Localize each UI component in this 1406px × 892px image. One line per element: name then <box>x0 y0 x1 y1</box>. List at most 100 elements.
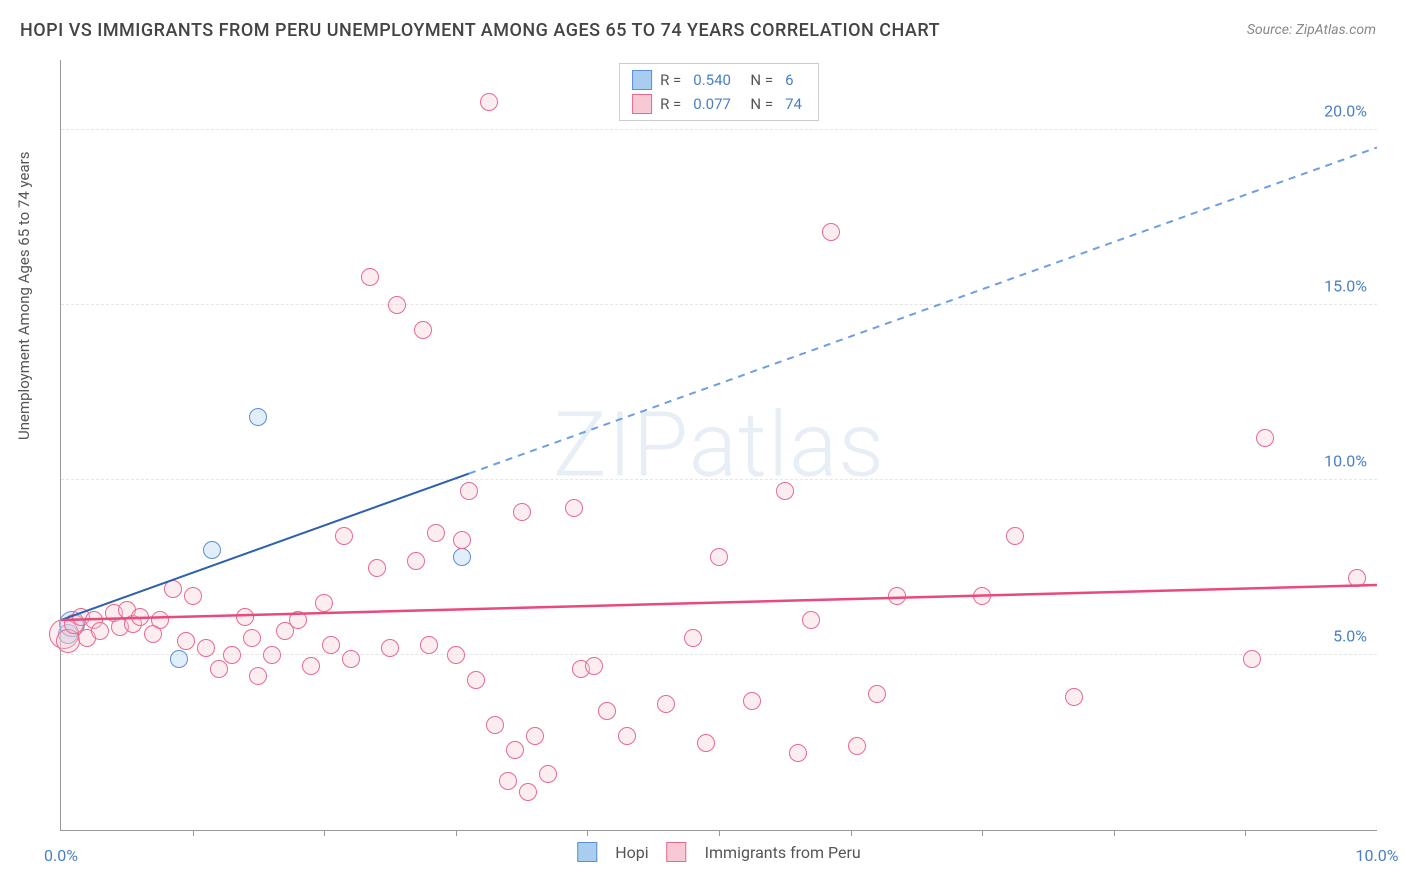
legend-label: Hopi <box>615 843 648 862</box>
data-point <box>447 646 465 664</box>
data-point <box>420 636 438 654</box>
y-tick-label: 20.0% <box>1324 102 1367 121</box>
data-point <box>848 737 866 755</box>
data-point <box>618 727 636 745</box>
data-point <box>1006 527 1024 545</box>
data-point <box>388 296 406 314</box>
data-point <box>1243 650 1261 668</box>
data-point <box>776 482 794 500</box>
x-tick-label: 0.0% <box>44 846 78 865</box>
data-point <box>513 503 531 521</box>
data-point <box>184 587 202 605</box>
chart-title: HOPI VS IMMIGRANTS FROM PERU UNEMPLOYMEN… <box>20 20 940 41</box>
data-point <box>802 611 820 629</box>
correlation-legend: R = 0.540 N = 6 R = 0.077 N = 74 <box>619 63 819 121</box>
legend-swatch <box>632 94 652 114</box>
data-point <box>236 608 254 626</box>
data-point <box>361 268 379 286</box>
x-tick-mark <box>982 830 983 836</box>
regression-lines <box>61 60 1377 830</box>
data-point <box>335 527 353 545</box>
x-tick-mark <box>324 830 325 836</box>
plot-area: ZIPatlas R = 0.540 N = 6 R = 0.077 N = 7… <box>60 60 1377 831</box>
data-point <box>506 741 524 759</box>
legend-r-value: 0.077 <box>693 95 731 113</box>
data-point <box>322 636 340 654</box>
data-point <box>657 695 675 713</box>
data-point <box>486 716 504 734</box>
data-point <box>414 321 432 339</box>
data-point <box>1348 569 1366 587</box>
data-point <box>177 632 195 650</box>
data-point <box>223 646 241 664</box>
data-point <box>743 692 761 710</box>
series-legend: Hopi Immigrants from Peru <box>577 842 861 862</box>
data-point <box>263 646 281 664</box>
data-point <box>151 611 169 629</box>
data-point <box>368 559 386 577</box>
legend-n-value: 6 <box>785 71 793 89</box>
data-point <box>407 552 425 570</box>
watermark: ZIPatlas <box>553 393 885 498</box>
data-point <box>789 744 807 762</box>
data-point <box>453 531 471 549</box>
data-point <box>210 660 228 678</box>
x-tick-label: 10.0% <box>1356 846 1399 865</box>
data-point <box>453 548 471 566</box>
legend-r-value: 0.540 <box>693 71 731 89</box>
data-point <box>822 223 840 241</box>
data-point <box>427 524 445 542</box>
data-point <box>1256 429 1274 447</box>
x-tick-mark <box>1114 830 1115 836</box>
data-point <box>539 765 557 783</box>
gridline <box>61 304 1377 305</box>
gridline <box>61 654 1377 655</box>
data-point <box>249 667 267 685</box>
legend-r-label: R = <box>660 95 681 113</box>
data-point <box>302 657 320 675</box>
data-point <box>519 783 537 801</box>
data-point <box>91 622 109 640</box>
data-point <box>197 639 215 657</box>
x-tick-mark <box>456 830 457 836</box>
y-axis-label: Unemployment Among Ages 65 to 74 years <box>15 152 33 440</box>
data-point <box>684 629 702 647</box>
data-point <box>710 548 728 566</box>
data-point <box>973 587 991 605</box>
data-point <box>164 580 182 598</box>
x-tick-mark <box>587 830 588 836</box>
data-point <box>243 629 261 647</box>
data-point <box>131 608 149 626</box>
data-point <box>467 671 485 689</box>
legend-swatch <box>632 70 652 90</box>
data-point <box>342 650 360 668</box>
legend-row: R = 0.540 N = 6 <box>632 68 806 92</box>
legend-row: R = 0.077 N = 74 <box>632 92 806 116</box>
data-point <box>585 657 603 675</box>
data-point <box>598 702 616 720</box>
legend-swatch <box>577 842 597 862</box>
data-point <box>526 727 544 745</box>
data-point <box>249 408 267 426</box>
data-point <box>697 734 715 752</box>
y-tick-label: 10.0% <box>1324 452 1367 471</box>
x-tick-mark <box>1245 830 1246 836</box>
data-point <box>499 772 517 790</box>
data-point <box>460 482 478 500</box>
legend-n-label: N = <box>743 95 773 113</box>
legend-swatch <box>667 842 687 862</box>
legend-n-label: N = <box>743 71 773 89</box>
x-tick-mark <box>193 830 194 836</box>
y-tick-label: 5.0% <box>1333 627 1367 646</box>
data-point <box>1065 688 1083 706</box>
data-point <box>315 594 333 612</box>
x-tick-mark <box>719 830 720 836</box>
data-point <box>888 587 906 605</box>
gridline <box>61 129 1377 130</box>
gridline <box>61 479 1377 480</box>
source-label: Source: ZipAtlas.com <box>1247 22 1376 38</box>
data-point <box>565 499 583 517</box>
legend-r-label: R = <box>660 71 681 89</box>
legend-label: Immigrants from Peru <box>705 843 861 862</box>
data-point <box>381 639 399 657</box>
